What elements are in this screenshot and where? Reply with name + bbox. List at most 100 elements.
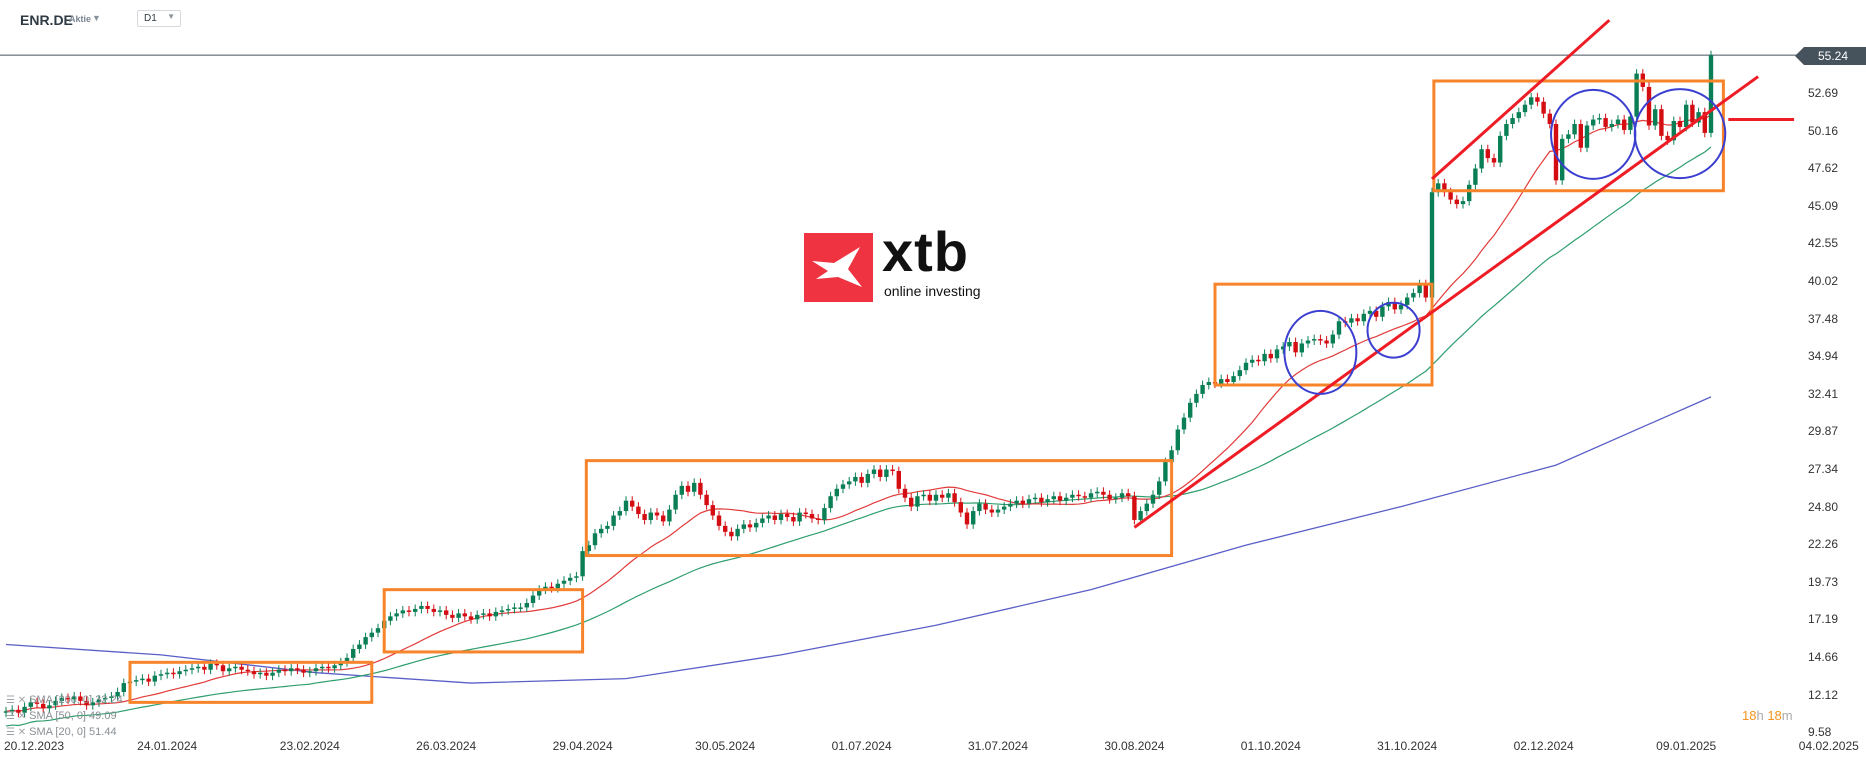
candle-body: [1132, 496, 1137, 520]
candle-body: [22, 706, 27, 713]
settings-icon[interactable]: ☰ ✕: [6, 727, 27, 738]
candle-body: [189, 668, 195, 670]
candle-body: [555, 583, 560, 589]
candle-body: [1572, 123, 1577, 135]
candle-body: [134, 680, 139, 682]
symbol-name[interactable]: ENR.DE: [20, 12, 73, 28]
candle-body: [388, 616, 393, 621]
candle-body: [1367, 310, 1373, 314]
candle-body: [41, 703, 46, 709]
candle-body: [760, 518, 765, 523]
symbol-dropdown-icon[interactable]: ▼: [92, 13, 101, 23]
candle-body: [1026, 499, 1032, 504]
candle-body: [351, 648, 356, 658]
price-tick-label: 17.19: [1808, 612, 1839, 627]
candle-body: [1225, 379, 1230, 383]
candle-body: [561, 580, 567, 584]
settings-icon[interactable]: ☰ ✕: [6, 695, 27, 706]
legend-sma50[interactable]: ☰ ✕ SMA [50, 0] 49.09: [6, 710, 117, 722]
candle-body: [109, 696, 114, 698]
candle-body: [791, 516, 796, 522]
candle-body: [630, 500, 635, 507]
candle-body: [704, 494, 709, 506]
candle-body: [636, 506, 641, 515]
candle-body: [971, 511, 976, 525]
timeframe-select[interactable]: D1 ▼: [137, 10, 181, 27]
candle-body: [549, 586, 554, 589]
candle-body: [809, 514, 815, 519]
candle-body: [617, 511, 622, 516]
candle-body: [1169, 450, 1174, 463]
candle-body: [1479, 149, 1484, 169]
candle-body: [1603, 118, 1608, 127]
candle-body: [1250, 359, 1255, 363]
candle-body: [1553, 123, 1559, 181]
candle-body: [1628, 116, 1633, 130]
candle-body: [822, 508, 827, 520]
legend-sma200[interactable]: ☰ ✕ SMA [200, 0] 32.24: [6, 694, 123, 706]
date-tick-label: 30.05.2024: [695, 739, 756, 753]
candle-body: [1467, 184, 1472, 202]
legend-sma20[interactable]: ☰ ✕ SMA [20, 0] 51.44: [6, 726, 117, 738]
candle-body: [871, 469, 877, 474]
candle-body: [890, 469, 895, 472]
candle-body: [171, 672, 176, 675]
range-box: [1432, 79, 1725, 193]
price-tick-label: 32.41: [1808, 386, 1839, 401]
price-tick-label: 37.48: [1808, 311, 1839, 326]
price-tick-label: 24.80: [1808, 499, 1839, 514]
candle-body: [3, 711, 9, 713]
candle-body: [499, 610, 505, 612]
candle-body: [1510, 118, 1515, 124]
candle-body: [1144, 503, 1149, 512]
candle-body: [1361, 313, 1366, 322]
candle-body: [1653, 109, 1658, 126]
candle-body: [1051, 496, 1056, 500]
settings-icon[interactable]: ☰ ✕: [6, 711, 27, 722]
sma200-line: [5, 396, 1712, 684]
candle-body: [1646, 86, 1652, 126]
candle-body: [1002, 506, 1007, 510]
candle-body: [1101, 491, 1106, 495]
candle-body: [227, 668, 232, 672]
date-tick-label: 24.01.2024: [137, 739, 198, 753]
candle-body: [915, 496, 920, 507]
candle-body: [896, 471, 901, 489]
range-box: [128, 660, 374, 704]
candle-body: [1175, 429, 1180, 451]
candle-body: [1702, 112, 1707, 133]
candle-body: [1039, 497, 1044, 503]
xtb-logo-mark: [804, 233, 873, 302]
candle-body: [1423, 284, 1428, 298]
candle-body: [282, 669, 288, 672]
candle-body: [1665, 135, 1670, 141]
candle-body: [1126, 493, 1131, 497]
candle-body: [121, 683, 126, 692]
candle-body: [530, 595, 536, 604]
candle-body: [1287, 341, 1292, 347]
candle-body: [1268, 353, 1273, 359]
price-tick-label: 19.73: [1808, 574, 1839, 589]
candle-body: [239, 666, 244, 670]
candle-body: [1584, 125, 1590, 148]
candle-body: [115, 691, 120, 697]
candle-body: [1082, 496, 1087, 498]
candle-body: [357, 644, 362, 649]
candle-body: [202, 666, 207, 670]
date-tick-label: 29.04.2024: [552, 739, 613, 753]
candle-body: [1417, 284, 1422, 294]
candle-body: [642, 514, 647, 520]
candle-body: [698, 482, 703, 495]
candle-body: [1014, 500, 1019, 504]
candle-body: [772, 515, 777, 520]
candle-body: [741, 524, 746, 529]
candle-body: [778, 514, 784, 520]
candle-body: [977, 503, 982, 512]
candle-body: [1107, 494, 1112, 500]
date-tick-label: 26.03.2024: [416, 739, 477, 753]
candle-body: [1436, 183, 1441, 193]
date-tick-label: 31.07.2024: [967, 739, 1029, 753]
timeframe-value: D1: [144, 13, 157, 24]
